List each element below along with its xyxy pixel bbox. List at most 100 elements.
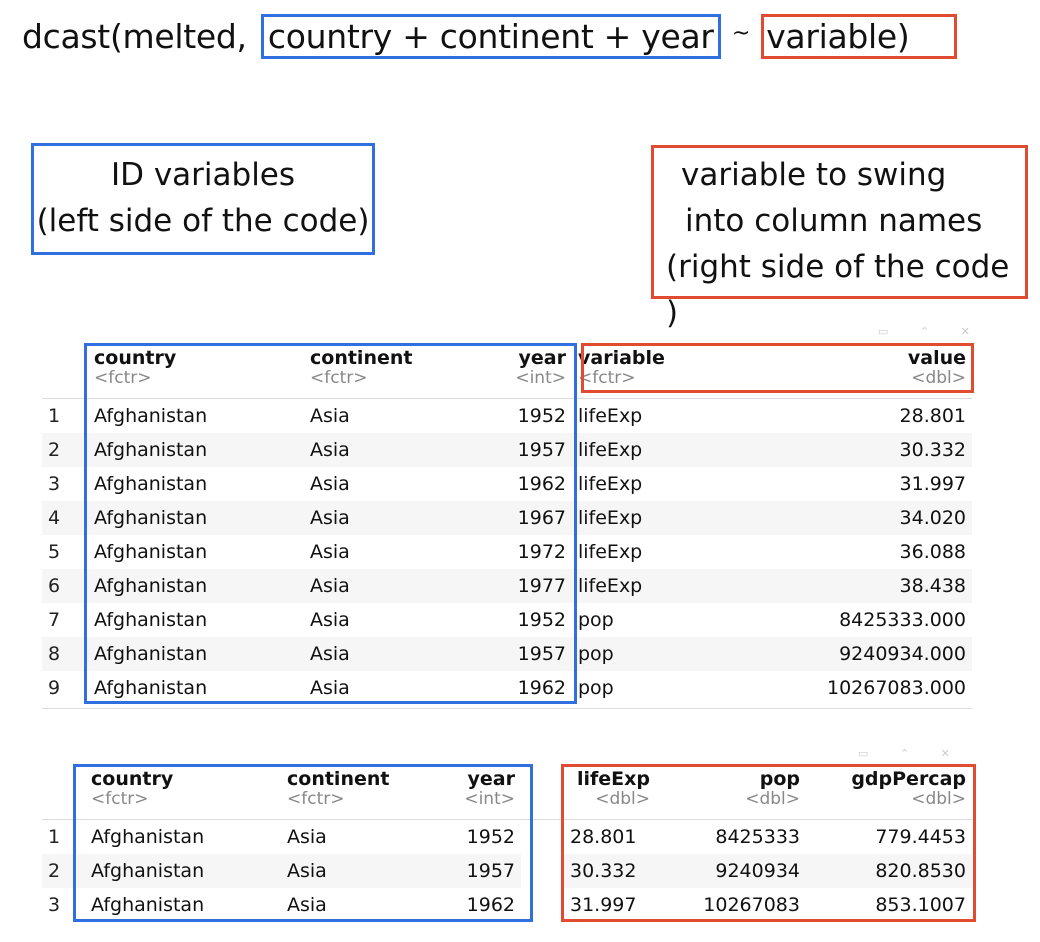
table-row: 7 Afghanistan Asia 1952 pop 8425333.000 xyxy=(42,603,972,637)
swing-note-line1: variable to swing xyxy=(681,157,947,193)
code-tilde: ~ xyxy=(731,21,750,46)
cell-value: 8425333.000 xyxy=(839,609,966,631)
casted-table: country <fctr> continent <fctr> year <int> … xyxy=(42,767,972,922)
table-row: 1 Afghanistan Asia 1952 28.801 8425333 779.445… xyxy=(42,819,972,854)
cell-variable: pop xyxy=(578,677,614,699)
cell-continent: Asia xyxy=(310,473,350,495)
cell-year: 1962 xyxy=(517,677,566,699)
dcast-code-line: dcast(melted, country + continent + year… xyxy=(22,14,957,59)
table-row: 8 Afghanistan Asia 1957 pop 9240934.000 xyxy=(42,637,972,671)
col-lifeexp-header[interactable]: lifeExp <dbl> xyxy=(576,768,650,809)
row-number: 9 xyxy=(48,677,61,699)
cell-country: Afghanistan xyxy=(91,894,205,916)
cell-country: Afghanistan xyxy=(94,609,208,631)
row-number: 2 xyxy=(42,854,85,888)
table-row: 3 Afghanistan Asia 1962 lifeExp 31.997 xyxy=(42,467,972,501)
cell-year: 1952 xyxy=(466,826,515,848)
cell-year: 1972 xyxy=(517,541,566,563)
row-number: 1 xyxy=(48,826,61,848)
col-gdppercap-header[interactable]: gdpPercap <dbl> xyxy=(851,768,966,809)
cell-continent: Asia xyxy=(310,609,350,631)
cell-variable: lifeExp xyxy=(578,405,643,427)
col-continent-header[interactable]: continent <fctr> xyxy=(287,768,390,809)
table-row: 5 Afghanistan Asia 1972 lifeExp 36.088 xyxy=(42,535,972,569)
cell-value: 36.088 xyxy=(899,541,966,563)
id-note-line2: (left side of the code) xyxy=(36,203,370,239)
cell-year: 1952 xyxy=(517,405,566,427)
cell-gdppercap: 820.8530 xyxy=(806,854,972,888)
col-year-header[interactable]: year <int> xyxy=(464,768,515,809)
cell-variable: lifeExp xyxy=(578,541,643,563)
table-row: 3 Afghanistan Asia 1962 31.997 10267083 853.10… xyxy=(42,888,972,922)
cell-year: 1977 xyxy=(474,569,572,603)
col-pop-header[interactable]: pop <dbl> xyxy=(745,768,800,809)
col-country-header[interactable]: country <fctr> xyxy=(94,347,177,388)
row-number: 2 xyxy=(42,433,88,467)
cell-year: 1967 xyxy=(474,501,572,535)
swing-note-line3: (right side of the code ) xyxy=(666,249,1010,331)
cell-pop: 8425333 xyxy=(715,826,800,848)
swing-note-line2: into column names xyxy=(685,203,983,239)
table1-id-columns-box xyxy=(84,343,577,704)
table1-variable-header-box xyxy=(581,343,974,393)
cell-continent: Asia xyxy=(304,501,474,535)
cell-year: 1957 xyxy=(421,854,521,888)
cell-continent: Asia xyxy=(310,677,350,699)
cell-year: 1957 xyxy=(474,433,572,467)
cell-variable: lifeExp xyxy=(572,433,782,467)
col-continent-header[interactable]: continent <fctr> xyxy=(310,347,413,388)
cell-country: Afghanistan xyxy=(88,433,304,467)
cell-country: Afghanistan xyxy=(94,541,208,563)
table-row: 2 Afghanistan Asia 1957 30.332 9240934 820.853… xyxy=(42,854,972,888)
swing-variable-note: variable to swing into column names (rig… xyxy=(651,145,1028,331)
id-note-line1: ID variables xyxy=(110,157,296,193)
cell-value: 38.438 xyxy=(782,569,972,603)
code-prefix: dcast(melted, xyxy=(22,17,247,56)
cell-country: Afghanistan xyxy=(88,637,304,671)
cell-continent: Asia xyxy=(304,433,474,467)
cell-country: Afghanistan xyxy=(94,677,208,699)
cell-continent: Asia xyxy=(310,405,350,427)
row-number: 8 xyxy=(42,637,88,671)
cell-country: Afghanistan xyxy=(91,826,205,848)
spacer-cell xyxy=(521,888,564,922)
table2-new-columns-box xyxy=(561,764,976,922)
cell-continent: Asia xyxy=(304,569,474,603)
table-header-row: country <fctr> continent <fctr> year <int> … xyxy=(42,767,972,820)
col-country-header[interactable]: country <fctr> xyxy=(91,768,174,809)
cell-value: 28.801 xyxy=(899,405,966,427)
row-number: 6 xyxy=(42,569,88,603)
cell-lifeexp: 28.801 xyxy=(570,826,637,848)
col-value-header[interactable]: value <dbl> xyxy=(907,347,966,388)
table2-id-columns-box xyxy=(73,764,533,922)
cell-value: 30.332 xyxy=(782,433,972,467)
cell-variable: lifeExp xyxy=(578,473,643,495)
cell-country: Afghanistan xyxy=(94,473,208,495)
cell-value: 10267083.000 xyxy=(826,677,966,699)
table-row: 1 Afghanistan Asia 1952 lifeExp 28.801 xyxy=(42,399,972,434)
col-year-header[interactable]: year <int> xyxy=(515,347,566,388)
row-number: 1 xyxy=(48,405,61,427)
row-number: 5 xyxy=(48,541,61,563)
col-variable-header[interactable]: variable <fctr> xyxy=(578,347,665,388)
melted-table: country <fctr> continent <fctr> year <int> … xyxy=(42,346,972,705)
id-variables-note: ID variables (left side of the code) xyxy=(31,143,375,255)
cell-continent: Asia xyxy=(287,894,327,916)
code-lhs-box: country + continent + year xyxy=(260,14,721,59)
table-row: 4 Afghanistan Asia 1967 lifeExp 34.020 xyxy=(42,501,972,535)
table-row: 6 Afghanistan Asia 1977 lifeExp 38.438 xyxy=(42,569,972,603)
rownum-header xyxy=(42,346,88,399)
table-row: 9 Afghanistan Asia 1962 pop 10267083.000 xyxy=(42,671,972,705)
cell-year: 1952 xyxy=(517,609,566,631)
cell-country: Afghanistan xyxy=(85,854,281,888)
cell-variable: pop xyxy=(572,637,782,671)
cell-continent: Asia xyxy=(281,854,421,888)
cell-value: 31.997 xyxy=(899,473,966,495)
cell-continent: Asia xyxy=(287,826,327,848)
cell-pop: 10267083 xyxy=(703,894,800,916)
cell-value: 9240934.000 xyxy=(782,637,972,671)
code-lhs: country + continent + year xyxy=(267,17,714,56)
table-row: 2 Afghanistan Asia 1957 lifeExp 30.332 xyxy=(42,433,972,467)
cell-variable: lifeExp xyxy=(572,501,782,535)
row-number: 7 xyxy=(48,609,61,631)
